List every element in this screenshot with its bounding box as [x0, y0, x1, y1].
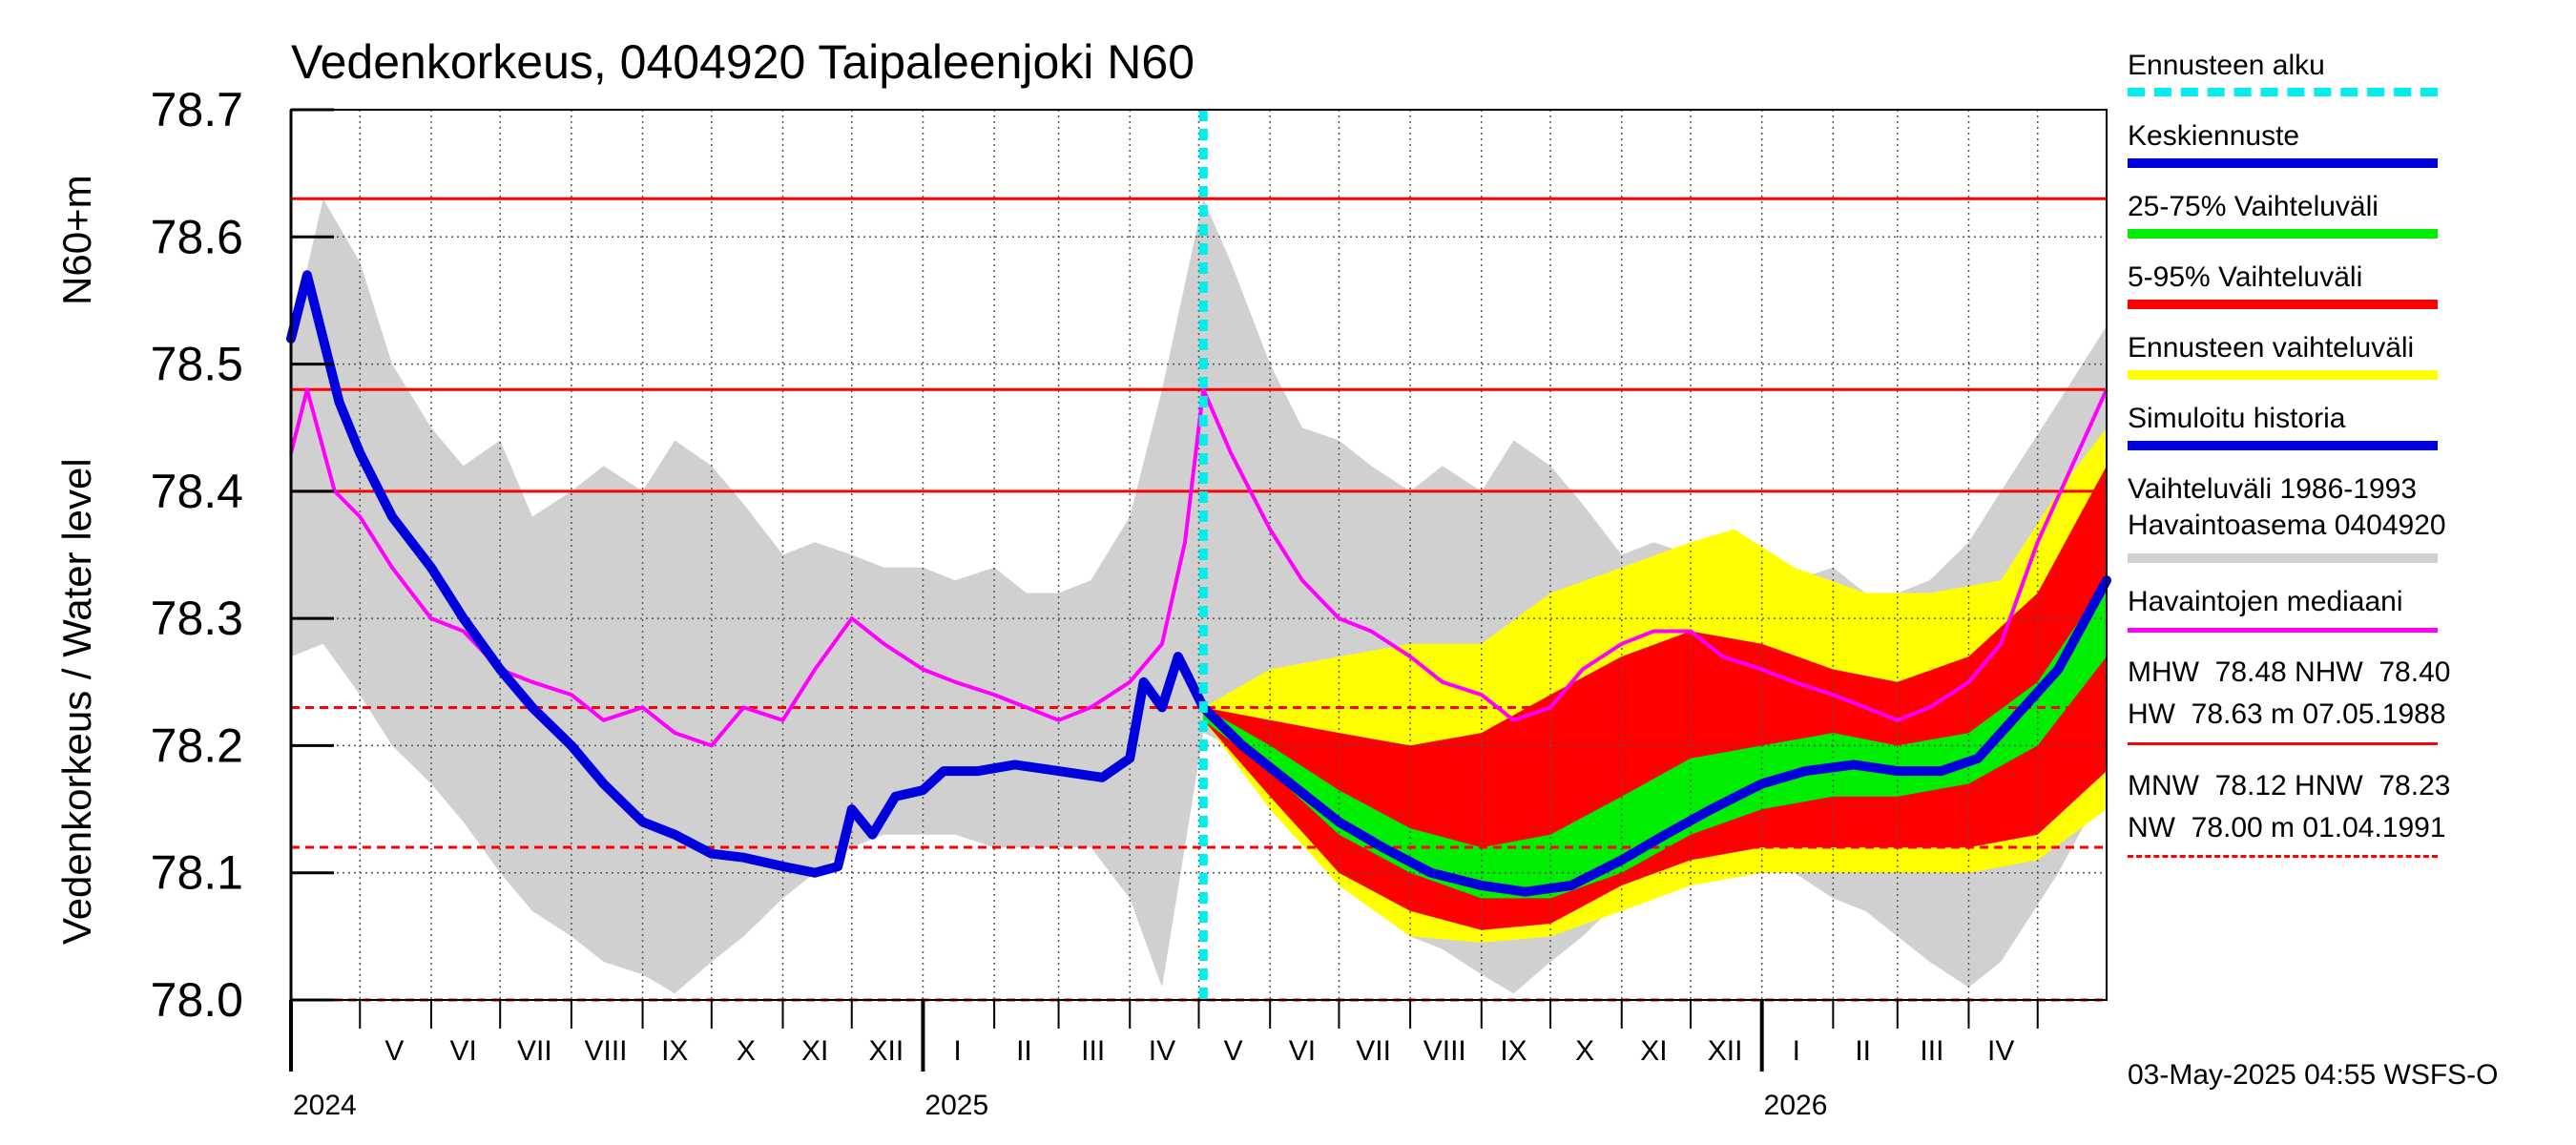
- stat-nw: NW 78.00 m 01.04.1991: [2128, 812, 2446, 843]
- y-tick-label: 78.1: [151, 846, 243, 900]
- legend-label: Ennusteen vaihteluväli: [2128, 332, 2415, 364]
- month-label: X: [737, 1035, 756, 1067]
- y-axis-label: Vedenkorkeus / Water level: [54, 458, 99, 945]
- month-label: VI: [1289, 1035, 1316, 1067]
- legend-swatch: [2128, 229, 2438, 239]
- month-label: I: [953, 1035, 961, 1067]
- stat-mnw-hnw: MNW 78.12 HNW 78.23: [2128, 770, 2451, 802]
- legend-label: 25-75% Vaihteluväli: [2128, 191, 2379, 222]
- timestamp: 03-May-2025 04:55 WSFS-O: [2128, 1059, 2499, 1091]
- legend-label: 5-95% Vaihteluväli: [2128, 261, 2363, 293]
- y-tick-label: 78.3: [151, 592, 243, 645]
- observed-median-line: [289, 387, 2109, 748]
- month-label: VIII: [1423, 1035, 1466, 1067]
- stat-rule-high: [2128, 742, 2438, 745]
- month-label: VII: [1356, 1035, 1391, 1067]
- range-25-75-band: [1203, 580, 2107, 899]
- range-5-95-band: [1203, 466, 2107, 930]
- legend-swatch: [2128, 441, 2438, 450]
- y-tick-label: 78.2: [151, 718, 243, 772]
- month-label: VII: [517, 1035, 552, 1067]
- month-label: V: [384, 1035, 404, 1067]
- legend-label: Ennusteen alku: [2128, 50, 2325, 81]
- year-label: 2024: [293, 1090, 357, 1121]
- simulated-history-line: [286, 270, 1209, 878]
- range-5-95-area: [1203, 466, 2107, 930]
- month-label: XII: [869, 1035, 904, 1067]
- month-label: IV: [1987, 1035, 2014, 1067]
- legend-swatch-dashed: [2128, 88, 2438, 96]
- mean-forecast-line: [1198, 575, 2111, 897]
- month-label: IX: [661, 1035, 688, 1067]
- chart-title: Vedenkorkeus, 0404920 Taipaleenjoki N60: [291, 35, 1195, 89]
- month-label: X: [1575, 1035, 1594, 1067]
- month-label: V: [1224, 1035, 1243, 1067]
- range-25-75-area: [1203, 580, 2107, 899]
- month-label: XI: [801, 1035, 828, 1067]
- y-tick-label: 78.4: [151, 465, 243, 518]
- year-label: 2025: [924, 1090, 988, 1121]
- month-label: VI: [449, 1035, 476, 1067]
- month-label: II: [1855, 1035, 1871, 1067]
- legend-label: Havaintojen mediaani: [2128, 586, 2403, 617]
- year-label: 2026: [1764, 1090, 1828, 1121]
- legend-swatch: [2128, 628, 2438, 633]
- stat-rule-low: [2128, 855, 2438, 858]
- month-label: XI: [1640, 1035, 1667, 1067]
- legend-label: Keskiennuste: [2128, 120, 2300, 152]
- legend-label-2: Havaintoasema 0404920: [2128, 510, 2446, 541]
- month-label: III: [1081, 1035, 1105, 1067]
- legend-swatch: [2128, 158, 2438, 168]
- month-label: IX: [1500, 1035, 1527, 1067]
- month-label: III: [1920, 1035, 1943, 1067]
- y-tick-label: 78.7: [151, 83, 243, 136]
- stat-hw: HW 78.63 m 07.05.1988: [2128, 698, 2446, 730]
- y-axis-unit: N60+m: [54, 175, 99, 305]
- y-tick-label: 78.0: [151, 973, 243, 1027]
- series-lines: [286, 270, 2111, 897]
- month-label: I: [1793, 1035, 1800, 1067]
- legend-swatch: [2128, 300, 2438, 309]
- month-label: II: [1016, 1035, 1032, 1067]
- legend-label: Vaihteluväli 1986-1993: [2128, 473, 2418, 505]
- month-label: VIII: [585, 1035, 628, 1067]
- legend-label: Simuloitu historia: [2128, 403, 2346, 434]
- y-tick-label: 78.6: [151, 210, 243, 263]
- axes: 78.078.178.278.378.478.578.678.7V VI VII VI…: [151, 83, 2108, 1121]
- legend-swatch: [2128, 553, 2438, 563]
- month-label: IV: [1149, 1035, 1175, 1067]
- y-tick-label: 78.5: [151, 338, 243, 391]
- stat-mhw-nhw: MHW 78.48 NHW 78.40: [2128, 656, 2451, 688]
- legend-swatch: [2128, 370, 2438, 380]
- month-label: XII: [1708, 1035, 1743, 1067]
